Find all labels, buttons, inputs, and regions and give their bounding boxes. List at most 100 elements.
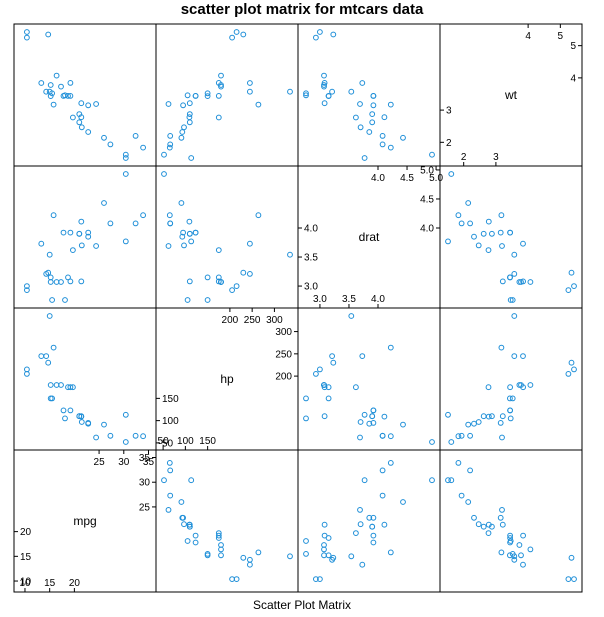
point-drat-vs-mpg-1 <box>76 230 83 237</box>
point-drat-vs-mpg-29 <box>70 247 76 254</box>
tick-label-mpg-bottom-1: 15 <box>44 578 56 589</box>
point-mpg-vs-drat-17 <box>379 467 386 474</box>
point-hp-vs-mpg-16 <box>45 359 52 366</box>
point-hp-vs-drat-3 <box>321 413 328 420</box>
point-drat-vs-mpg-19 <box>140 212 147 219</box>
point-hp-vs-drat-1 <box>369 413 376 420</box>
point-mpg-vs-wt-17 <box>467 467 474 474</box>
point-hp-vs-mpg-15 <box>24 366 30 373</box>
tick-label-wt-right-0: 4 <box>570 73 576 84</box>
point-hp-vs-wt-3 <box>499 413 506 420</box>
point-wt-vs-drat-31 <box>381 114 388 121</box>
point-hp-vs-drat-5 <box>303 415 309 422</box>
point-drat-vs-wt-25 <box>458 220 465 227</box>
point-hp-vs-drat-7 <box>357 434 363 441</box>
point-hp-vs-mpg-19 <box>140 433 147 440</box>
point-hp-vs-mpg-8 <box>85 420 92 426</box>
point-wt-vs-mpg-30 <box>46 88 53 95</box>
point-hp-vs-mpg-7 <box>93 434 99 441</box>
point-drat-vs-hp-6 <box>247 271 253 277</box>
point-drat-vs-hp-19 <box>166 212 173 219</box>
point-drat-vs-hp-5 <box>184 297 191 303</box>
point-mpg-vs-wt-7 <box>499 507 505 513</box>
point-wt-vs-drat-15 <box>317 29 323 35</box>
point-wt-vs-hp-20 <box>181 124 187 131</box>
point-drat-vs-hp-21 <box>204 297 211 303</box>
point-wt-vs-mpg-12 <box>58 83 64 90</box>
point-wt-vs-drat-1 <box>369 111 376 117</box>
point-mpg-vs-wt-25 <box>458 492 465 499</box>
point-wt-vs-drat-24 <box>321 80 328 86</box>
point-mpg-vs-drat-14 <box>313 576 319 582</box>
point-hp-vs-wt-24 <box>520 384 526 391</box>
point-hp-vs-wt-18 <box>448 439 455 445</box>
point-wt-vs-hp-7 <box>165 101 172 107</box>
point-wt-vs-drat-22 <box>325 93 332 99</box>
tick-label-mpg-left-2: 20 <box>20 527 32 538</box>
point-wt-vs-hp-29 <box>215 114 222 121</box>
point-wt-vs-hp-0 <box>186 119 193 126</box>
point-drat-vs-mpg-25 <box>107 220 114 227</box>
point-drat-vs-mpg-17 <box>132 220 139 227</box>
point-mpg-vs-hp-15 <box>233 576 240 582</box>
point-wt-vs-mpg-3 <box>78 100 85 107</box>
point-drat-vs-hp-24 <box>215 278 222 285</box>
point-drat-vs-hp-7 <box>165 243 172 249</box>
point-wt-vs-drat-0 <box>369 119 376 126</box>
point-drat-vs-mpg-21 <box>49 297 55 303</box>
point-mpg-vs-hp-25 <box>167 492 174 499</box>
point-hp-vs-mpg-17 <box>132 432 139 439</box>
point-mpg-vs-hp-10 <box>192 539 199 546</box>
point-drat-vs-wt-18 <box>448 171 455 177</box>
point-wt-vs-hp-28 <box>255 101 262 108</box>
point-mpg-vs-hp-22 <box>204 552 211 559</box>
point-mpg-vs-hp-27 <box>188 477 195 484</box>
point-mpg-vs-drat-1 <box>369 523 376 530</box>
point-mpg-vs-drat-9 <box>370 532 377 539</box>
point-mpg-vs-drat-16 <box>330 554 337 561</box>
point-mpg-vs-hp-28 <box>255 549 262 556</box>
point-drat-vs-mpg-28 <box>50 212 57 219</box>
point-drat-vs-hp-14 <box>229 287 236 294</box>
point-hp-vs-mpg-6 <box>43 353 50 360</box>
point-hp-vs-wt-7 <box>499 434 505 441</box>
tick-label-wt-bottom-0: 2 <box>461 152 467 163</box>
point-wt-vs-mpg-20 <box>78 124 85 131</box>
point-drat-vs-mpg-22 <box>47 274 54 281</box>
point-mpg-vs-hp-26 <box>178 499 185 505</box>
tick-label-hp-left-2: 150 <box>162 394 179 405</box>
point-hp-vs-drat-22 <box>325 395 332 402</box>
point-wt-vs-hp-18 <box>161 151 167 158</box>
point-mpg-vs-wt-15 <box>571 576 577 582</box>
point-drat-vs-mpg-18 <box>122 171 129 177</box>
point-hp-vs-drat-25 <box>379 432 386 439</box>
point-drat-vs-wt-17 <box>467 220 474 227</box>
point-hp-vs-drat-26 <box>400 421 406 428</box>
point-wt-vs-hp-16 <box>240 31 247 38</box>
point-hp-vs-wt-28 <box>498 344 505 351</box>
point-mpg-vs-wt-6 <box>511 556 518 563</box>
point-mpg-vs-drat-8 <box>370 514 377 521</box>
point-mpg-vs-drat-26 <box>400 499 406 505</box>
point-wt-vs-mpg-24 <box>67 80 74 86</box>
point-wt-vs-drat-20 <box>357 124 364 131</box>
point-hp-vs-wt-0 <box>480 413 487 420</box>
point-hp-vs-drat-28 <box>387 344 394 351</box>
point-hp-vs-drat-10 <box>370 407 377 414</box>
point-wt-vs-mpg-6 <box>43 88 50 95</box>
point-drat-vs-wt-2 <box>471 233 477 240</box>
point-mpg-vs-wt-8 <box>497 514 504 521</box>
tick-label-drat-left-0: 3.0 <box>304 282 318 293</box>
panel-frame-hp-vs-wt <box>439 307 583 451</box>
point-wt-vs-drat-27 <box>361 155 368 161</box>
point-drat-vs-wt-22 <box>507 274 513 281</box>
point-wt-vs-drat-23 <box>359 80 366 86</box>
panel-frame-drat-vs-mpg <box>13 165 157 309</box>
tick-label-mpg-left-1: 15 <box>20 552 32 563</box>
point-mpg-vs-wt-12 <box>516 542 523 548</box>
point-mpg-vs-drat-22 <box>325 552 332 559</box>
point-hp-vs-drat-8 <box>370 420 377 426</box>
point-hp-vs-wt-19 <box>455 433 462 440</box>
point-mpg-vs-wt-30 <box>511 553 518 560</box>
point-mpg-vs-wt-23 <box>520 561 526 568</box>
